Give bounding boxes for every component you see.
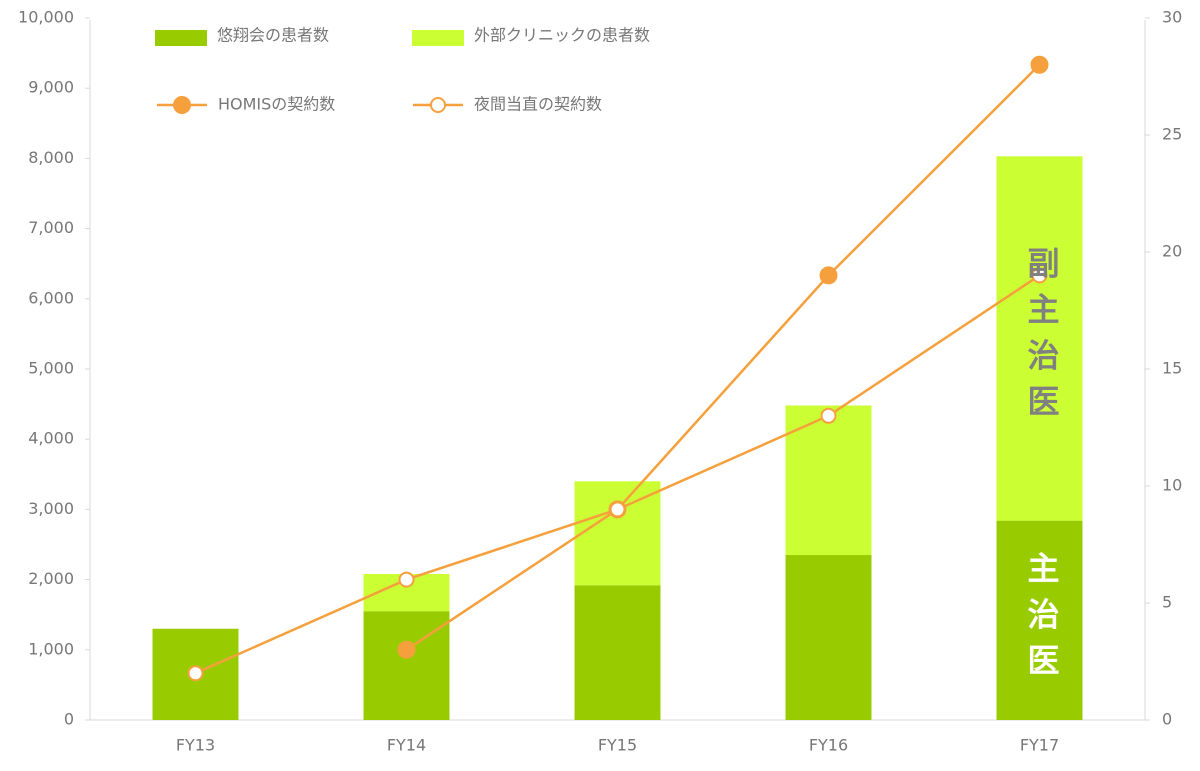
legend-label: 悠翔会の患者数 bbox=[217, 26, 329, 45]
y-tick-label: 10,000 bbox=[18, 8, 74, 27]
legend-swatch bbox=[412, 30, 464, 46]
annotation: 副主治医 bbox=[1023, 246, 1061, 430]
x-tick-label: FY17 bbox=[1020, 736, 1059, 755]
marker bbox=[398, 571, 415, 588]
marker bbox=[187, 665, 204, 682]
bar bbox=[363, 611, 450, 720]
x-tick-label: FY15 bbox=[598, 736, 637, 755]
marker bbox=[1030, 55, 1049, 74]
x-tick-label: FY16 bbox=[809, 736, 848, 755]
marker bbox=[820, 407, 837, 424]
annotation: 主治医 bbox=[1023, 551, 1061, 689]
y-tick-label: 1,000 bbox=[28, 639, 74, 658]
y-tick-label: 8,000 bbox=[28, 148, 74, 167]
bar bbox=[996, 156, 1083, 521]
y-tick-label: 0 bbox=[64, 710, 74, 729]
legend-label: 外部クリニックの患者数 bbox=[474, 26, 650, 45]
y-tick-label: 6,000 bbox=[28, 288, 74, 307]
legend-marker bbox=[430, 97, 446, 113]
y2-tick-label: 30 bbox=[1162, 8, 1182, 27]
y2-tick-label: 0 bbox=[1162, 710, 1172, 729]
y2-tick-label: 20 bbox=[1162, 242, 1182, 261]
marker bbox=[609, 501, 626, 518]
x-tick-label: FY14 bbox=[387, 736, 426, 755]
y2-tick-label: 15 bbox=[1162, 359, 1182, 378]
legend-label: 夜間当直の契約数 bbox=[474, 95, 602, 114]
marker bbox=[397, 640, 416, 659]
y-tick-label: 3,000 bbox=[28, 499, 74, 518]
x-tick-label: FY13 bbox=[176, 736, 215, 755]
bar bbox=[996, 520, 1083, 720]
bar bbox=[574, 585, 661, 720]
bar bbox=[785, 555, 872, 720]
marker bbox=[819, 266, 838, 285]
y-tick-label: 2,000 bbox=[28, 569, 74, 588]
y2-tick-label: 25 bbox=[1162, 125, 1182, 144]
legend-swatch bbox=[155, 30, 207, 46]
y2-tick-label: 5 bbox=[1162, 593, 1172, 612]
legend-marker bbox=[173, 96, 191, 114]
y-tick-label: 5,000 bbox=[28, 359, 74, 378]
y2-tick-label: 10 bbox=[1162, 476, 1182, 495]
legend-label: HOMISの契約数 bbox=[218, 95, 335, 114]
y-tick-label: 4,000 bbox=[28, 429, 74, 448]
line bbox=[405, 63, 1041, 651]
bar bbox=[785, 405, 872, 556]
y-tick-label: 7,000 bbox=[28, 218, 74, 237]
bar bbox=[574, 481, 661, 586]
y-tick-label: 9,000 bbox=[28, 78, 74, 97]
marker bbox=[1031, 267, 1048, 284]
